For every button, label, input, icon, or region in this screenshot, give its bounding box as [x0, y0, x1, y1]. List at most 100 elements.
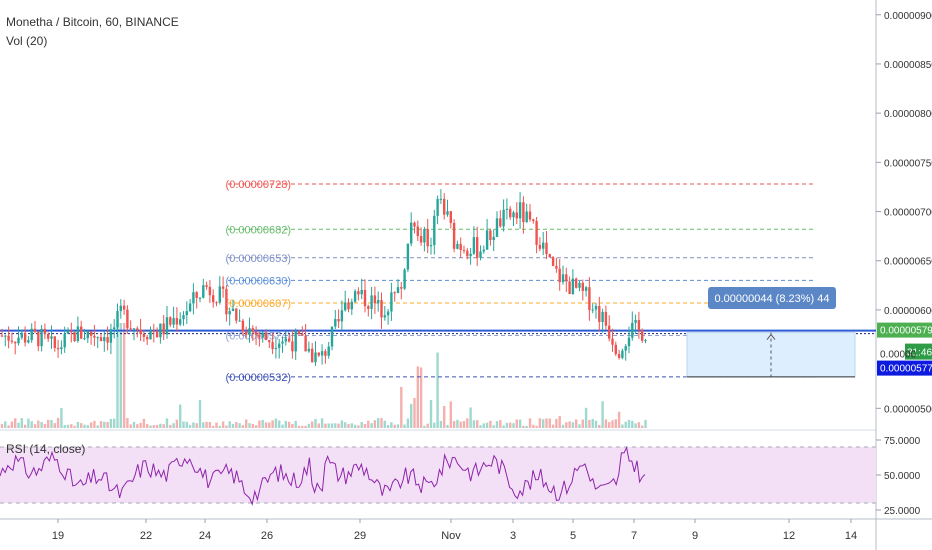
- candle-body[interactable]: [469, 253, 472, 257]
- candle-body[interactable]: [17, 337, 20, 344]
- candle-body[interactable]: [482, 249, 485, 252]
- candle-body[interactable]: [106, 337, 109, 343]
- candle-body[interactable]: [558, 268, 561, 283]
- candle-body[interactable]: [175, 318, 179, 325]
- candle-body[interactable]: [505, 208, 509, 210]
- candle-body[interactable]: [621, 350, 624, 358]
- candle-body[interactable]: [396, 287, 400, 294]
- candle-body[interactable]: [330, 326, 334, 347]
- candle-body[interactable]: [476, 237, 479, 258]
- candle-body[interactable]: [221, 286, 225, 289]
- candle-body[interactable]: [386, 311, 390, 316]
- candle-body[interactable]: [436, 198, 439, 216]
- candle-body[interactable]: [119, 305, 122, 312]
- candle-body[interactable]: [192, 292, 195, 304]
- candle-body[interactable]: [611, 338, 614, 345]
- candle-body[interactable]: [350, 301, 353, 310]
- candle-body[interactable]: [416, 226, 419, 237]
- candle-body[interactable]: [152, 330, 155, 332]
- candle-body[interactable]: [518, 202, 522, 219]
- candle-body[interactable]: [347, 302, 350, 310]
- candle-body[interactable]: [10, 340, 14, 342]
- candle-body[interactable]: [571, 278, 575, 294]
- candle-body[interactable]: [340, 310, 344, 322]
- candle-body[interactable]: [314, 352, 317, 363]
- rsi-line[interactable]: [0, 446, 646, 506]
- candle-body[interactable]: [446, 211, 449, 215]
- candle-body[interactable]: [162, 323, 165, 335]
- candle-body[interactable]: [4, 335, 7, 337]
- candle-body[interactable]: [522, 202, 525, 223]
- candle-body[interactable]: [50, 336, 53, 339]
- candle-body[interactable]: [393, 292, 396, 294]
- candle-body[interactable]: [601, 311, 604, 322]
- candle-body[interactable]: [419, 236, 423, 243]
- candle-body[interactable]: [334, 318, 337, 327]
- candle-body[interactable]: [47, 334, 50, 339]
- candle-body[interactable]: [139, 329, 142, 334]
- candle-body[interactable]: [109, 329, 113, 343]
- candle-body[interactable]: [202, 285, 205, 298]
- candle-body[interactable]: [96, 337, 99, 339]
- candle-body[interactable]: [492, 236, 495, 241]
- candle-body[interactable]: [512, 212, 515, 218]
- candle-body[interactable]: [426, 229, 429, 247]
- candle-body[interactable]: [423, 229, 426, 243]
- candle-body[interactable]: [565, 274, 568, 282]
- candle-body[interactable]: [502, 209, 505, 227]
- candle-body[interactable]: [462, 249, 466, 251]
- candle-body[interactable]: [80, 326, 83, 339]
- candle-body[interactable]: [545, 242, 548, 255]
- candle-body[interactable]: [604, 311, 608, 326]
- candle-body[interactable]: [548, 254, 551, 258]
- candle-body[interactable]: [89, 331, 93, 336]
- candle-body[interactable]: [439, 198, 443, 200]
- candle-body[interactable]: [271, 342, 274, 350]
- candle-body[interactable]: [14, 341, 17, 344]
- candle-body[interactable]: [40, 328, 43, 347]
- candle-body[interactable]: [525, 211, 528, 223]
- candle-body[interactable]: [73, 332, 76, 342]
- candle-body[interactable]: [132, 328, 136, 330]
- candle-body[interactable]: [363, 290, 367, 307]
- candle-body[interactable]: [555, 265, 558, 269]
- candle-body[interactable]: [499, 218, 502, 227]
- candle-body[interactable]: [0, 335, 4, 337]
- candle-body[interactable]: [56, 347, 60, 350]
- candle-body[interactable]: [410, 222, 413, 244]
- candle-body[interactable]: [327, 346, 330, 356]
- candle-body[interactable]: [578, 282, 581, 288]
- candle-body[interactable]: [284, 338, 287, 342]
- candle-body[interactable]: [261, 332, 264, 338]
- candle-body[interactable]: [30, 328, 33, 341]
- candle-body[interactable]: [472, 237, 476, 254]
- candle-body[interactable]: [268, 340, 271, 343]
- candle-body[interactable]: [433, 215, 436, 246]
- candle-body[interactable]: [373, 295, 377, 304]
- candle-body[interactable]: [103, 337, 106, 342]
- candle-body[interactable]: [195, 292, 198, 299]
- candle-body[interactable]: [591, 309, 594, 311]
- candle-body[interactable]: [165, 317, 169, 335]
- candle-body[interactable]: [37, 331, 40, 347]
- candle-body[interactable]: [93, 335, 96, 338]
- candle-body[interactable]: [27, 340, 30, 343]
- candle-body[interactable]: [367, 306, 370, 309]
- candle-body[interactable]: [538, 244, 542, 249]
- candle-body[interactable]: [532, 219, 535, 222]
- candle-body[interactable]: [624, 346, 627, 351]
- candle-body[interactable]: [212, 295, 215, 303]
- candle-body[interactable]: [169, 317, 172, 325]
- candle-body[interactable]: [294, 331, 297, 352]
- candle-body[interactable]: [122, 305, 126, 310]
- candle-body[interactable]: [126, 309, 129, 329]
- candle-body[interactable]: [159, 323, 162, 338]
- candle-body[interactable]: [390, 292, 393, 312]
- candle-body[interactable]: [113, 327, 116, 330]
- candle-body[interactable]: [403, 269, 406, 289]
- candle-body[interactable]: [443, 198, 446, 215]
- candle-body[interactable]: [208, 286, 212, 296]
- candle-body[interactable]: [63, 333, 66, 348]
- candle-body[interactable]: [60, 347, 63, 350]
- candle-body[interactable]: [561, 274, 565, 283]
